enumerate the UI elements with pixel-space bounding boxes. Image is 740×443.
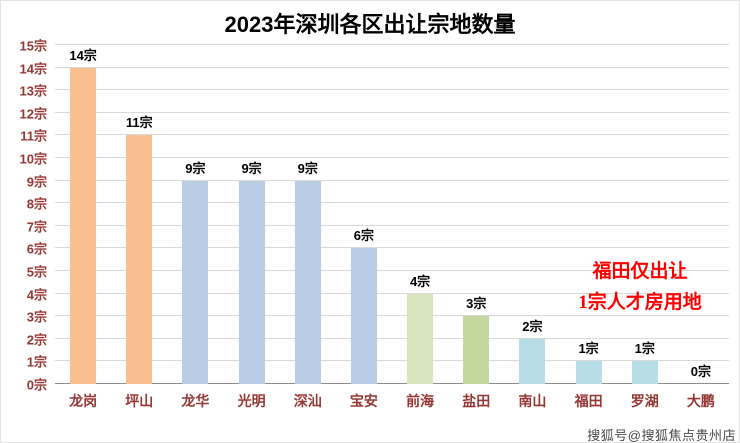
bar-value-label: 9宗 (241, 160, 262, 176)
x-category-label: 福田 (574, 393, 603, 409)
y-tick-label: 1宗 (26, 354, 47, 370)
x-category-label: 深汕 (293, 393, 322, 409)
gridline (55, 179, 729, 181)
x-category-label: 龙岗 (69, 393, 98, 409)
bar-value-label: 9宗 (185, 160, 206, 176)
watermark: 搜狐号@搜狐焦点贵州店 (587, 428, 736, 443)
bar (519, 338, 546, 384)
bar-value-label: 11宗 (125, 115, 153, 131)
gridline (55, 44, 729, 45)
y-tick-label: 7宗 (26, 219, 47, 235)
annotation: 福田仅出让 1宗人才房用地 (539, 256, 739, 319)
y-tick-label: 9宗 (26, 174, 47, 190)
bar (407, 293, 434, 384)
y-tick-label: 0宗 (26, 377, 47, 393)
bar-value-label: 2宗 (522, 318, 543, 334)
y-tick-label: 8宗 (26, 196, 47, 212)
chart-title: 2023年深圳各区出让宗地数量 (224, 12, 516, 37)
y-axis-labels: 0宗 1宗 2宗 3宗 4宗 5宗 6宗 7宗 8宗 9宗 10宗 11宗 12宗 13宗 14宗 15宗 (1, 39, 51, 393)
annotation-line1: 福田仅出让 (592, 261, 688, 282)
y-tick-label: 3宗 (26, 309, 47, 325)
y-tick-label: 5宗 (26, 264, 47, 280)
y-tick-label: 13宗 (19, 83, 47, 99)
x-category-label: 大鹏 (686, 393, 715, 409)
gridline (55, 134, 729, 136)
x-category-label: 盐田 (462, 393, 491, 409)
y-tick-label: 11宗 (20, 128, 47, 144)
x-category-label: 坪山 (125, 393, 154, 409)
bar (350, 248, 377, 384)
bar-value-label: 9宗 (297, 160, 318, 176)
gridline (55, 224, 729, 226)
gridline (55, 360, 729, 362)
bar-value-label: 1宗 (634, 341, 655, 357)
bar-value-label: 4宗 (409, 273, 431, 289)
annotation-line2: 1宗人才房用地 (578, 292, 702, 314)
gridline (55, 315, 729, 317)
gridline (55, 292, 729, 294)
gridline (55, 202, 729, 204)
x-axis-line (55, 383, 729, 384)
y-tick-label: 2宗 (26, 332, 47, 348)
x-category-label: 前海 (406, 393, 435, 409)
x-category-label: 南山 (518, 393, 547, 409)
y-tick-label: 14宗 (19, 61, 47, 77)
plot-area: 14宗 11宗 9宗 9宗 9宗 6宗 4宗 3宗 2宗 1宗 1宗 0宗 (55, 44, 729, 384)
gridline (55, 247, 729, 249)
bar (238, 180, 265, 384)
bar (182, 180, 209, 384)
y-tick-label: 10宗 (19, 151, 47, 167)
y-tick-label: 12宗 (19, 106, 47, 122)
bar (631, 361, 658, 384)
gridline (55, 157, 729, 158)
x-category-label: 罗湖 (630, 393, 659, 409)
y-tick-label: 4宗 (26, 287, 47, 303)
y-tick-label: 6宗 (26, 241, 47, 257)
x-category-label: 龙华 (181, 393, 210, 409)
bar (70, 67, 97, 384)
gridline (55, 337, 729, 339)
x-category-label: 宝安 (349, 393, 378, 409)
x-category-label: 光明 (237, 393, 266, 409)
bar-value-label: 6宗 (353, 228, 375, 244)
bar-value-label: 0宗 (690, 364, 712, 379)
bar (126, 135, 153, 384)
gridline (55, 111, 729, 113)
bar-value-label: 3宗 (466, 296, 487, 312)
bar (463, 316, 490, 384)
gridline (55, 89, 729, 91)
bar (294, 180, 321, 384)
gridline (55, 270, 729, 271)
gridline (55, 66, 729, 68)
bar-value-label: 1宗 (578, 341, 599, 357)
bar (575, 361, 602, 384)
bar-value-label: 14宗 (69, 47, 97, 63)
y-tick-label: 15宗 (19, 38, 47, 54)
x-axis-labels: 龙岗 坪山 龙华 光明 深汕 宝安 前海 盐田 南山 福田 罗湖 大鹏 (55, 391, 729, 413)
